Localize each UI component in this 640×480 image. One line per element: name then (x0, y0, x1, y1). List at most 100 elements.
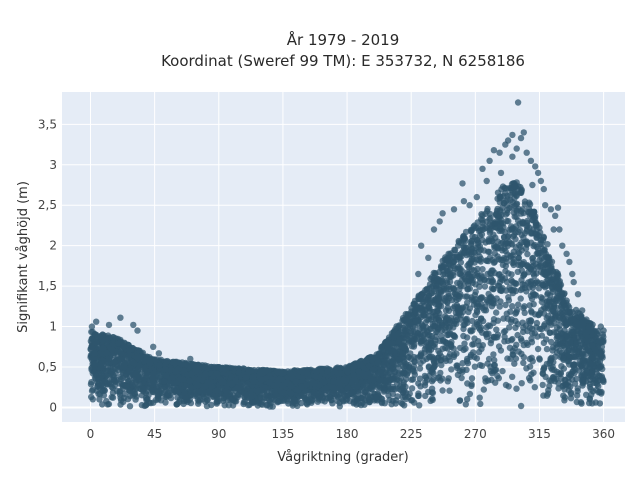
data-point (378, 395, 386, 403)
data-point (471, 267, 478, 274)
data-point (531, 272, 538, 279)
data-point (476, 232, 484, 239)
data-point (481, 283, 489, 290)
data-point (488, 237, 496, 245)
data-point (167, 394, 175, 402)
data-point (503, 287, 510, 294)
data-point (573, 340, 580, 348)
data-point (534, 279, 542, 287)
data-point (538, 332, 546, 339)
data-point (426, 297, 434, 304)
data-point (401, 330, 409, 338)
data-point (117, 350, 125, 357)
data-point (484, 270, 491, 278)
data-point (520, 359, 527, 367)
data-point (554, 271, 561, 278)
data-point (444, 331, 451, 339)
data-point (521, 198, 529, 205)
data-point (502, 211, 510, 218)
data-point (523, 238, 530, 245)
data-point (507, 192, 514, 199)
data-point (553, 304, 560, 311)
data-point (447, 340, 454, 348)
data-point (401, 402, 408, 409)
data-point (397, 386, 404, 393)
data-point (543, 336, 550, 343)
data-point (554, 339, 561, 347)
data-point (586, 396, 593, 403)
data-point (544, 291, 551, 298)
data-point (396, 377, 403, 384)
data-point (386, 396, 393, 403)
data-point (499, 261, 507, 268)
data-point (536, 356, 543, 363)
data-point (317, 365, 325, 373)
data-point (439, 387, 446, 394)
data-point (423, 286, 431, 294)
data-point (180, 367, 188, 375)
data-point (539, 381, 546, 389)
data-point (505, 270, 512, 277)
data-point (493, 326, 500, 333)
data-point (553, 324, 561, 331)
data-point (560, 356, 567, 363)
data-point (344, 385, 352, 392)
data-point (545, 387, 552, 394)
data-point (355, 388, 362, 395)
data-point (531, 384, 538, 391)
data-point (462, 401, 469, 408)
data-point (532, 292, 540, 299)
data-point (527, 278, 534, 285)
data-point (417, 360, 424, 367)
data-point (555, 370, 562, 378)
data-point (531, 241, 538, 249)
data-point (240, 400, 247, 408)
data-point (415, 293, 422, 301)
data-point (391, 369, 398, 376)
data-point (438, 361, 445, 369)
data-point (555, 385, 562, 392)
data-point (493, 243, 501, 250)
data-point (503, 310, 510, 317)
data-point (465, 271, 472, 278)
data-point (483, 218, 490, 225)
data-point (513, 385, 520, 392)
data-point (436, 324, 443, 331)
data-point (510, 259, 517, 266)
data-point (468, 240, 475, 247)
data-point (402, 389, 410, 397)
data-point (456, 270, 463, 278)
data-point (123, 371, 130, 378)
data-point (432, 362, 439, 369)
data-point (560, 392, 567, 399)
data-point (583, 391, 590, 398)
data-point (517, 295, 524, 302)
data-point (571, 354, 578, 361)
data-point (485, 290, 492, 298)
data-point (534, 345, 542, 353)
data-point (528, 354, 535, 361)
data-point (483, 333, 491, 341)
data-point (477, 258, 484, 265)
data-point (555, 293, 563, 300)
data-point (532, 260, 539, 268)
data-point (561, 319, 568, 327)
data-point (599, 377, 607, 384)
data-point (454, 279, 461, 287)
data-point (434, 307, 441, 315)
data-point (460, 232, 467, 240)
data-point (149, 382, 157, 389)
data-point (538, 298, 545, 306)
data-point (385, 380, 392, 387)
data-point (303, 381, 310, 388)
data-point (548, 321, 555, 328)
data-point (425, 304, 432, 311)
data-point (484, 248, 492, 255)
chart-title-line-2: Koordinat (Sweref 99 TM): E 353732, N 62… (161, 52, 525, 70)
data-points (87, 99, 607, 410)
data-point (416, 304, 424, 312)
data-point (568, 389, 575, 396)
data-point (502, 301, 509, 309)
data-point (129, 381, 136, 389)
data-point (416, 365, 424, 372)
